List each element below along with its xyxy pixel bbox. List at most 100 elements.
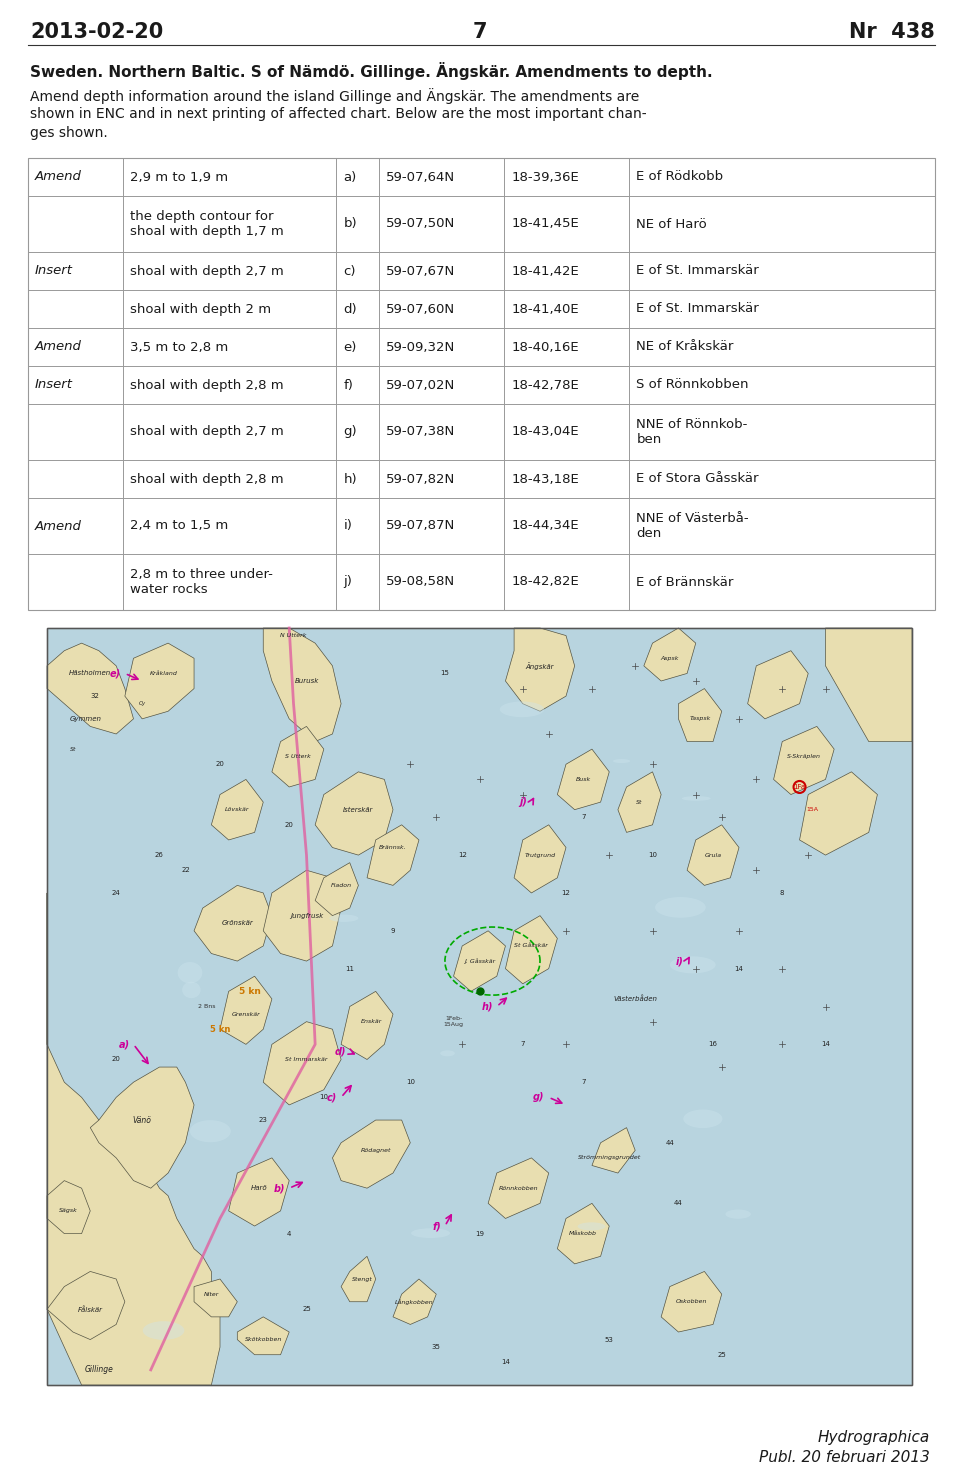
Text: 22: 22 — [181, 868, 190, 873]
Polygon shape — [506, 916, 558, 984]
Text: Amend: Amend — [35, 519, 82, 532]
Polygon shape — [687, 825, 739, 885]
Text: 59-07,87N: 59-07,87N — [386, 519, 455, 532]
Text: 7: 7 — [472, 22, 488, 41]
Text: shoal with depth 2,8 m: shoal with depth 2,8 m — [131, 378, 284, 392]
Text: J. Gåsskär: J. Gåsskär — [464, 958, 495, 964]
Polygon shape — [220, 977, 272, 1045]
Text: 20: 20 — [285, 822, 294, 828]
Text: 18-41,42E: 18-41,42E — [511, 265, 579, 278]
Text: Fålskär: Fålskär — [78, 1307, 103, 1312]
Text: 32: 32 — [90, 693, 99, 699]
Polygon shape — [332, 1120, 410, 1188]
Text: 1Fa: 1Fa — [794, 783, 805, 789]
Text: Grula: Grula — [705, 853, 722, 857]
Text: d): d) — [344, 303, 357, 315]
Text: E of St. Immarskär: E of St. Immarskär — [636, 265, 759, 278]
Text: Aspsk: Aspsk — [660, 656, 679, 661]
Text: 18-39,36E: 18-39,36E — [511, 170, 579, 183]
Text: e): e) — [109, 668, 121, 678]
Polygon shape — [661, 1271, 722, 1332]
Polygon shape — [47, 893, 220, 1385]
Text: 2,9 m to 1,9 m: 2,9 m to 1,9 m — [131, 170, 228, 183]
Text: h): h) — [481, 1002, 492, 1011]
Bar — [28, 158, 935, 610]
Text: NNE of Rönnkob-: NNE of Rönnkob- — [636, 418, 748, 432]
Text: 59-07,67N: 59-07,67N — [386, 265, 455, 278]
Text: 8: 8 — [780, 890, 784, 896]
Ellipse shape — [684, 1110, 723, 1128]
Text: 24: 24 — [111, 890, 121, 896]
Text: 7: 7 — [520, 1042, 525, 1048]
Text: b): b) — [274, 1184, 285, 1193]
Text: Sägsk: Sägsk — [60, 1209, 78, 1213]
Ellipse shape — [182, 981, 201, 998]
Text: a): a) — [118, 1039, 130, 1049]
Ellipse shape — [670, 956, 715, 974]
Text: 5 kn: 5 kn — [239, 987, 261, 996]
Text: 12: 12 — [458, 853, 467, 859]
Polygon shape — [618, 772, 661, 832]
Text: 25: 25 — [717, 1352, 726, 1358]
Text: 18-44,34E: 18-44,34E — [511, 519, 579, 532]
Text: 59-07,02N: 59-07,02N — [386, 378, 455, 392]
Text: i): i) — [344, 519, 352, 532]
Polygon shape — [341, 1256, 375, 1302]
Text: Amend: Amend — [35, 170, 82, 183]
Text: Insert: Insert — [35, 378, 73, 392]
Text: St: St — [70, 746, 76, 752]
Ellipse shape — [411, 1228, 450, 1239]
Text: Publ. 20 februari 2013: Publ. 20 februari 2013 — [759, 1450, 930, 1465]
Text: 9: 9 — [391, 928, 396, 934]
Text: E of Brännskär: E of Brännskär — [636, 575, 733, 588]
Polygon shape — [515, 825, 566, 893]
Text: Stengt: Stengt — [352, 1277, 373, 1281]
Text: Brännsk.: Brännsk. — [379, 845, 407, 850]
Text: S of Rönnkobben: S of Rönnkobben — [636, 378, 749, 392]
Text: Trutgrund: Trutgrund — [524, 853, 556, 857]
Text: c): c) — [326, 1092, 337, 1103]
Polygon shape — [211, 779, 263, 840]
Text: S-Skräplen: S-Skräplen — [787, 754, 821, 760]
Text: Isterskär: Isterskär — [344, 807, 373, 813]
Text: Gymmen: Gymmen — [70, 715, 102, 721]
Text: Fladon: Fladon — [330, 882, 351, 888]
Text: Burusk: Burusk — [295, 678, 319, 684]
Text: j): j) — [519, 797, 527, 807]
Text: 59-07,38N: 59-07,38N — [386, 426, 455, 439]
Text: 10: 10 — [648, 853, 657, 859]
Text: g): g) — [344, 426, 357, 439]
Text: 59-08,58N: 59-08,58N — [386, 575, 455, 588]
Text: Grönskär: Grönskär — [222, 921, 253, 927]
Ellipse shape — [190, 1120, 230, 1142]
Text: 10: 10 — [320, 1094, 328, 1100]
Text: e): e) — [344, 340, 357, 353]
Text: 7: 7 — [581, 1079, 586, 1085]
Polygon shape — [47, 1271, 125, 1339]
Text: 44: 44 — [665, 1140, 674, 1145]
Text: ben: ben — [636, 433, 661, 446]
Text: N Utterk: N Utterk — [280, 633, 306, 638]
Text: 11: 11 — [346, 965, 354, 971]
Text: 18-43,04E: 18-43,04E — [511, 426, 579, 439]
Polygon shape — [315, 863, 358, 916]
Text: 1Feb-
15Aug: 1Feb- 15Aug — [444, 1017, 464, 1027]
Text: d): d) — [334, 1046, 346, 1057]
Polygon shape — [47, 643, 133, 735]
Text: S Utterk: S Utterk — [285, 754, 311, 760]
Text: Rödagnet: Rödagnet — [360, 1148, 391, 1153]
Text: 10: 10 — [406, 1079, 415, 1085]
Text: shoal with depth 2,7 m: shoal with depth 2,7 m — [131, 265, 284, 278]
Text: shown in ENC and in next printing of affected chart. Below are the most importan: shown in ENC and in next printing of aff… — [30, 106, 647, 121]
Polygon shape — [272, 726, 324, 786]
Text: shoal with depth 2,8 m: shoal with depth 2,8 m — [131, 473, 284, 485]
Text: g): g) — [533, 1092, 544, 1103]
Text: the depth contour for: the depth contour for — [131, 210, 274, 223]
Text: 5 kn: 5 kn — [210, 1024, 230, 1033]
Text: E of Rödkobb: E of Rödkobb — [636, 170, 724, 183]
Ellipse shape — [682, 797, 710, 801]
Text: 15A: 15A — [806, 807, 819, 813]
Text: 23: 23 — [259, 1117, 268, 1123]
Text: Cy: Cy — [138, 701, 146, 706]
Text: 2,8 m to three under-: 2,8 m to three under- — [131, 568, 273, 581]
